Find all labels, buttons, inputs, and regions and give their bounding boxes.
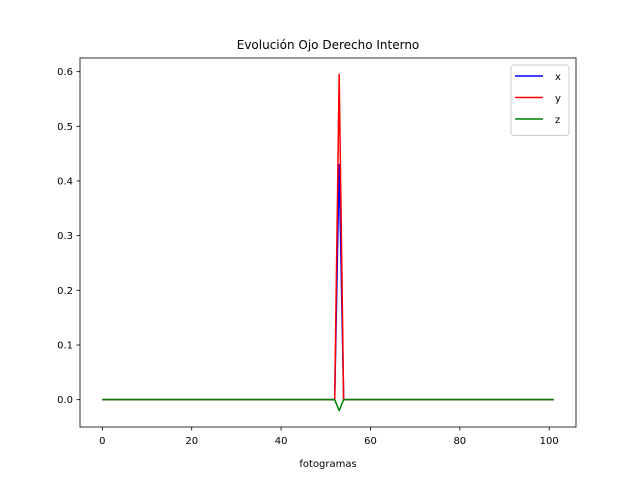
y-tick-label: 0.5: [57, 122, 73, 133]
legend-label-y: y: [555, 94, 561, 105]
series-layer: [102, 73, 554, 412]
legend-label-z: z: [555, 115, 560, 126]
y-tick-label: 0.6: [57, 67, 73, 78]
y-tick-label: 0.0: [57, 395, 73, 406]
x-axis-label: fotogramas: [299, 459, 356, 470]
legend-label-x: x: [555, 72, 561, 83]
y-tick-label: 0.2: [57, 286, 73, 297]
plot-frame: [79, 57, 577, 428]
series-line-z: [102, 398, 554, 412]
legend: xyz: [510, 64, 570, 136]
x-tick-label: 100: [540, 436, 559, 447]
y-tick-label: 0.1: [57, 341, 73, 352]
legend-box: [510, 64, 570, 136]
chart-title: Evolución Ojo Derecho Interno: [237, 38, 420, 52]
x-tick-label: 40: [275, 436, 288, 447]
x-tick-label: 20: [185, 436, 198, 447]
axes-layer: 0 20 40 60 80 100 0.0 0.1 0.2 0.3 0.4 0.5 0.6: [57, 57, 577, 447]
y-tick-label: 0.3: [57, 231, 73, 242]
y-tick-label: 0.4: [57, 177, 73, 188]
x-tick-label: 60: [364, 436, 377, 447]
x-tick-label: 0: [99, 436, 105, 447]
x-tick-label: 80: [453, 436, 466, 447]
